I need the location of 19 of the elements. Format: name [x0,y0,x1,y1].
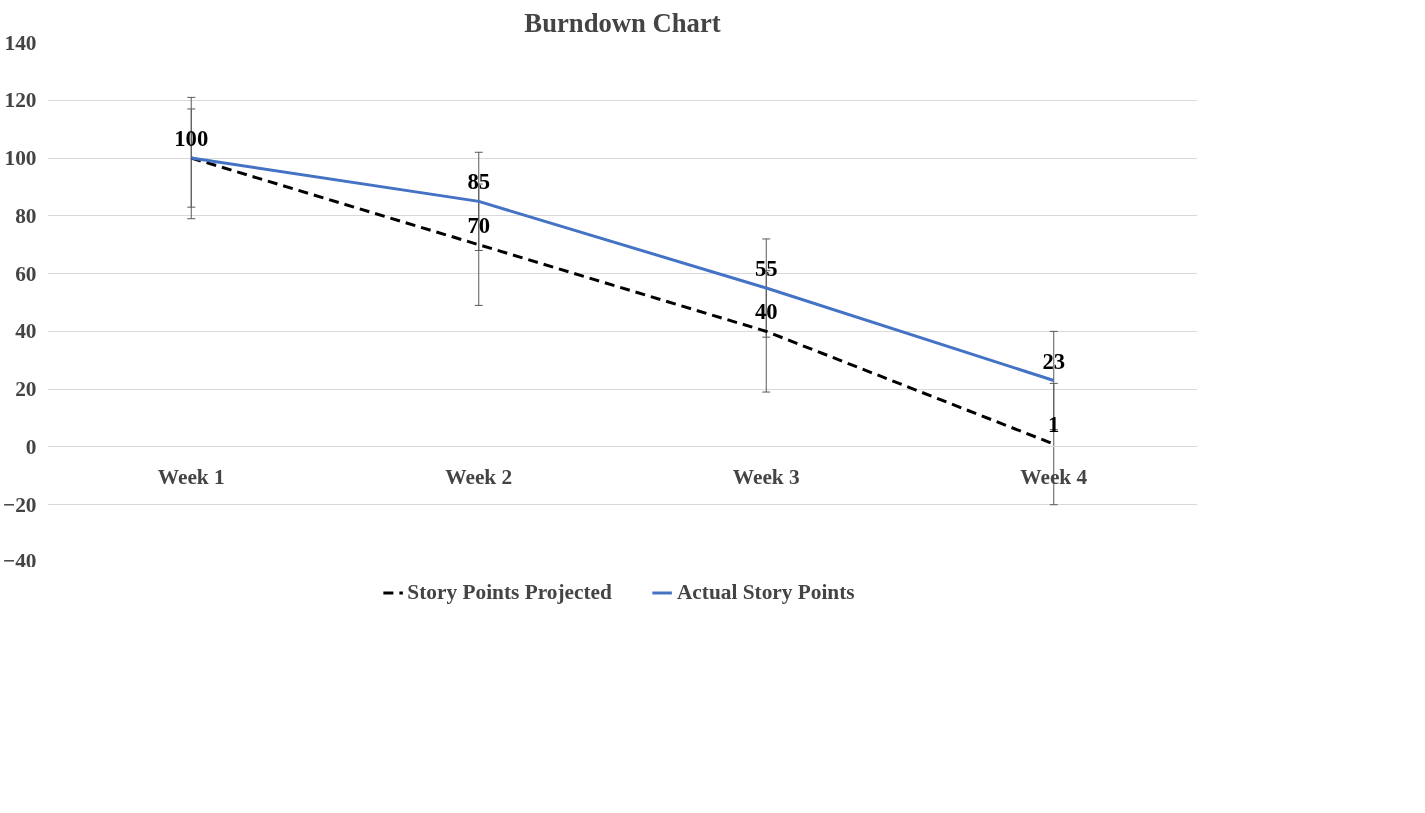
x-tick-label: Week 3 [732,464,800,489]
data-label: 23 [1042,348,1066,374]
y-tick-label: 100 [4,146,37,171]
y-tick-label: 0 [25,434,37,459]
y-tick-label: 20 [15,377,37,402]
y-tick-label: 140 [4,30,37,55]
legend-label: Story Points Projected [407,579,612,605]
data-label: 55 [754,256,778,282]
y-tick-label: −20 [3,492,37,517]
x-tick-label: Week 2 [445,464,513,489]
y-tick-label: 80 [15,203,37,228]
data-label: 85 [467,169,491,195]
y-tick-label: −40 [3,548,37,573]
x-tick-label: Week 1 [157,464,225,489]
legend-label: Actual Story Points [676,579,855,605]
chart-title: Burndown Chart [524,7,721,38]
y-tick-label: 40 [15,319,37,344]
y-tick-label: 60 [15,261,37,286]
y-tick-label: 120 [4,88,37,113]
